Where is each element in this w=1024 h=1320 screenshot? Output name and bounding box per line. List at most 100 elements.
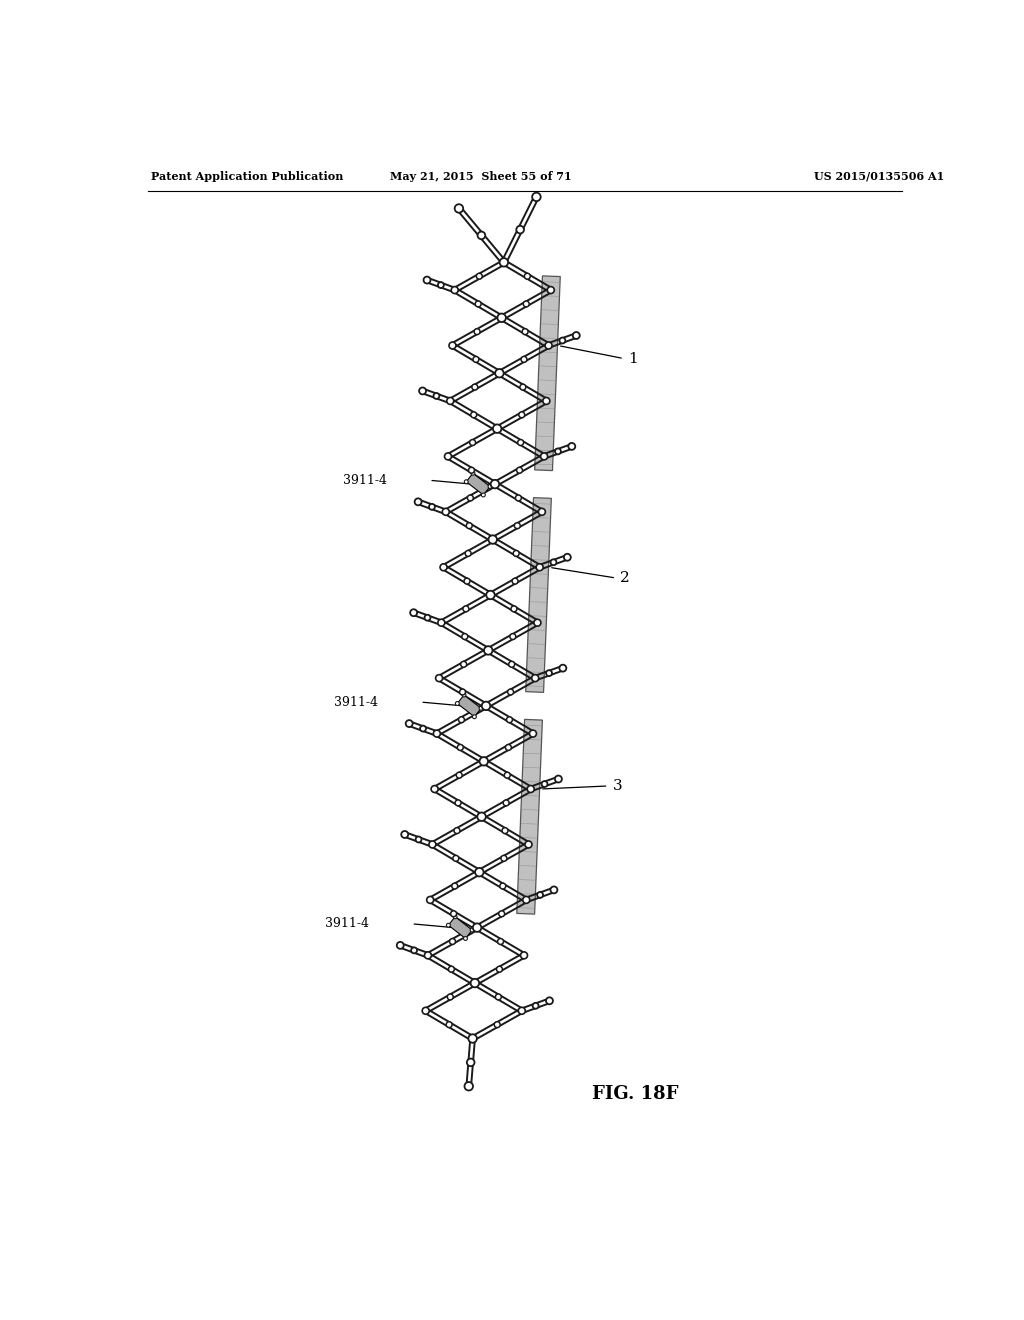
Circle shape	[527, 785, 535, 792]
Circle shape	[424, 277, 430, 284]
Circle shape	[453, 855, 459, 861]
Circle shape	[473, 356, 479, 362]
Circle shape	[425, 615, 430, 620]
Circle shape	[419, 388, 426, 395]
Circle shape	[435, 675, 442, 681]
Circle shape	[475, 869, 483, 876]
Circle shape	[512, 578, 518, 583]
Circle shape	[516, 226, 524, 234]
Circle shape	[514, 523, 520, 528]
Circle shape	[529, 730, 537, 737]
Circle shape	[460, 689, 466, 694]
Circle shape	[433, 393, 439, 399]
Polygon shape	[535, 276, 560, 471]
Circle shape	[541, 453, 548, 459]
Circle shape	[446, 923, 451, 927]
Circle shape	[522, 329, 528, 334]
Circle shape	[458, 744, 463, 750]
Circle shape	[479, 758, 488, 766]
Text: 3: 3	[612, 779, 622, 793]
Circle shape	[488, 536, 497, 544]
Circle shape	[455, 205, 463, 213]
Circle shape	[451, 911, 457, 916]
Circle shape	[490, 480, 500, 488]
Circle shape	[520, 384, 526, 389]
Circle shape	[559, 338, 565, 343]
Circle shape	[471, 412, 477, 417]
Circle shape	[464, 937, 467, 940]
Circle shape	[516, 467, 522, 473]
Circle shape	[461, 661, 467, 667]
Circle shape	[438, 619, 444, 626]
Circle shape	[433, 730, 440, 737]
Circle shape	[498, 314, 506, 322]
Circle shape	[454, 828, 460, 833]
Circle shape	[510, 634, 516, 639]
Circle shape	[568, 444, 575, 450]
Circle shape	[502, 828, 508, 833]
Circle shape	[481, 702, 490, 710]
Circle shape	[495, 1022, 500, 1027]
Circle shape	[474, 329, 480, 334]
Circle shape	[464, 479, 468, 483]
Circle shape	[449, 342, 456, 348]
Circle shape	[477, 231, 485, 239]
Circle shape	[524, 273, 530, 279]
Circle shape	[462, 634, 468, 639]
Polygon shape	[517, 719, 543, 915]
Circle shape	[447, 994, 454, 999]
Circle shape	[493, 425, 502, 433]
Circle shape	[396, 942, 403, 949]
Circle shape	[472, 384, 478, 389]
Circle shape	[429, 841, 436, 847]
Circle shape	[456, 701, 459, 705]
Circle shape	[424, 952, 431, 958]
Circle shape	[411, 610, 417, 616]
Circle shape	[518, 1007, 525, 1014]
Circle shape	[420, 726, 426, 731]
Circle shape	[538, 892, 543, 898]
Circle shape	[504, 772, 510, 777]
Circle shape	[471, 979, 479, 987]
Circle shape	[519, 412, 524, 417]
Circle shape	[457, 772, 462, 777]
Circle shape	[455, 800, 461, 805]
Circle shape	[475, 301, 481, 306]
Text: 3911-4: 3911-4	[343, 474, 387, 487]
Circle shape	[470, 928, 474, 932]
Circle shape	[486, 591, 495, 599]
Circle shape	[531, 675, 539, 681]
Circle shape	[466, 523, 472, 528]
Circle shape	[507, 717, 512, 722]
Circle shape	[452, 883, 458, 888]
Text: 1: 1	[628, 351, 638, 366]
Circle shape	[532, 1003, 539, 1008]
Circle shape	[518, 440, 523, 445]
Circle shape	[450, 939, 456, 944]
Circle shape	[415, 499, 422, 506]
Circle shape	[532, 193, 541, 201]
Circle shape	[523, 301, 529, 306]
Circle shape	[427, 896, 433, 903]
Circle shape	[446, 1022, 453, 1027]
Circle shape	[509, 661, 515, 667]
Circle shape	[465, 550, 471, 556]
Circle shape	[473, 924, 481, 932]
Circle shape	[438, 282, 443, 288]
Circle shape	[467, 1059, 474, 1067]
Circle shape	[477, 813, 485, 821]
Circle shape	[506, 744, 511, 750]
Circle shape	[459, 717, 465, 722]
Circle shape	[471, 471, 475, 475]
Circle shape	[462, 693, 466, 697]
Circle shape	[525, 841, 532, 847]
Circle shape	[488, 484, 492, 488]
Text: Patent Application Publication: Patent Application Publication	[152, 170, 344, 182]
Circle shape	[440, 564, 447, 570]
Circle shape	[501, 855, 507, 861]
Circle shape	[406, 721, 413, 727]
Circle shape	[555, 776, 562, 783]
Circle shape	[472, 715, 476, 718]
Circle shape	[411, 948, 417, 953]
Circle shape	[470, 440, 475, 445]
